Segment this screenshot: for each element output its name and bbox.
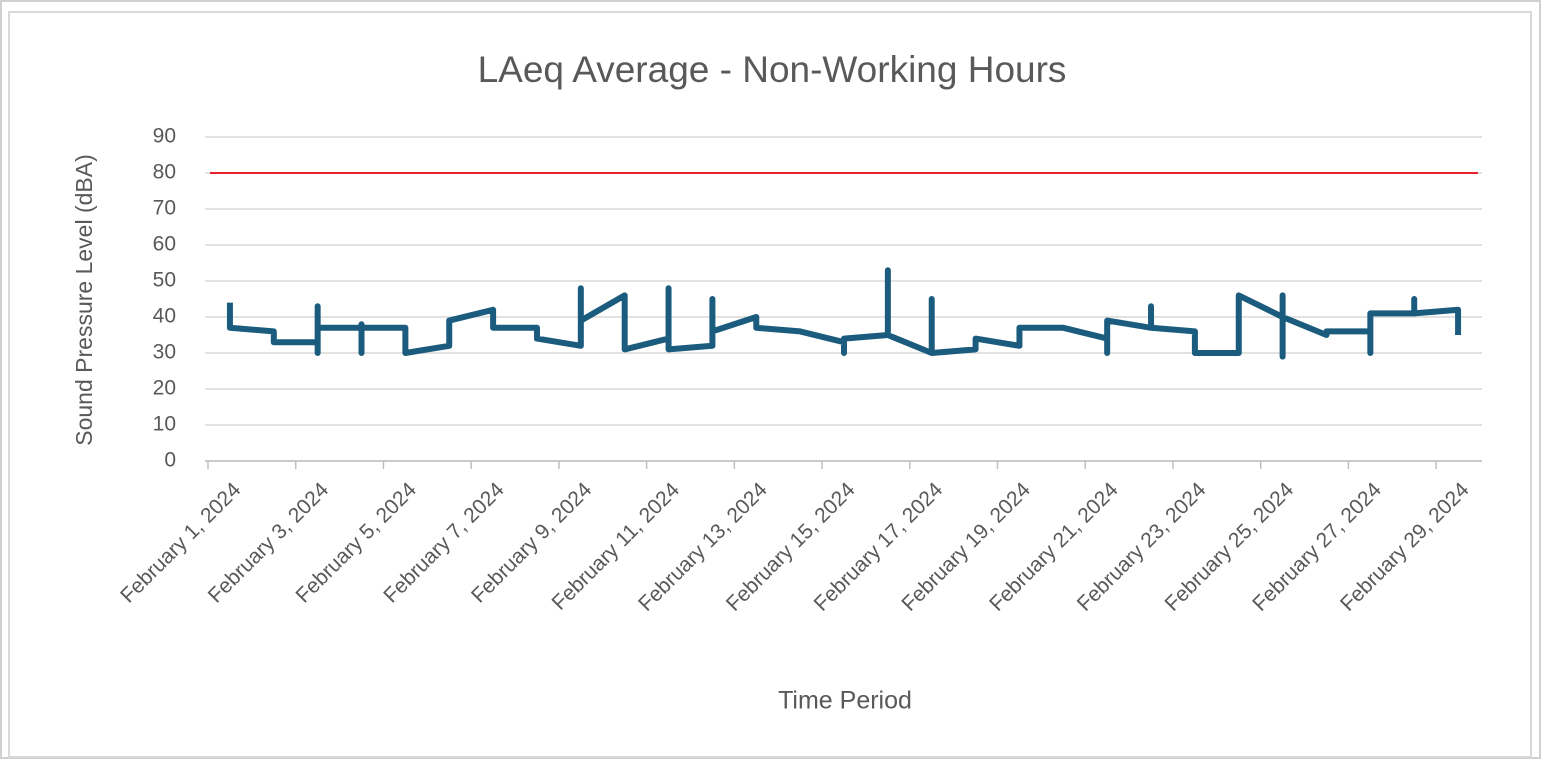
y-tick-label: 90 <box>153 125 176 148</box>
y-tick-label: 20 <box>153 377 176 400</box>
y-tick-label: 30 <box>153 341 176 364</box>
data-line <box>226 267 1462 360</box>
y-tick-label: 70 <box>153 197 176 220</box>
y-tick-label: 60 <box>153 233 176 256</box>
y-tick-label: 0 <box>164 449 176 472</box>
y-tick-label: 50 <box>153 269 176 292</box>
y-tick-label: 80 <box>153 161 176 184</box>
y-tick-label: 10 <box>153 413 176 436</box>
x-axis-title: Time Period <box>778 687 912 715</box>
chart-area <box>8 11 1532 758</box>
y-tick-label: 40 <box>153 305 176 328</box>
y-axis-title: Sound Pressure Level (dBA) <box>71 154 97 446</box>
chart-title: LAeq Average - Non-Working Hours <box>478 49 1067 90</box>
